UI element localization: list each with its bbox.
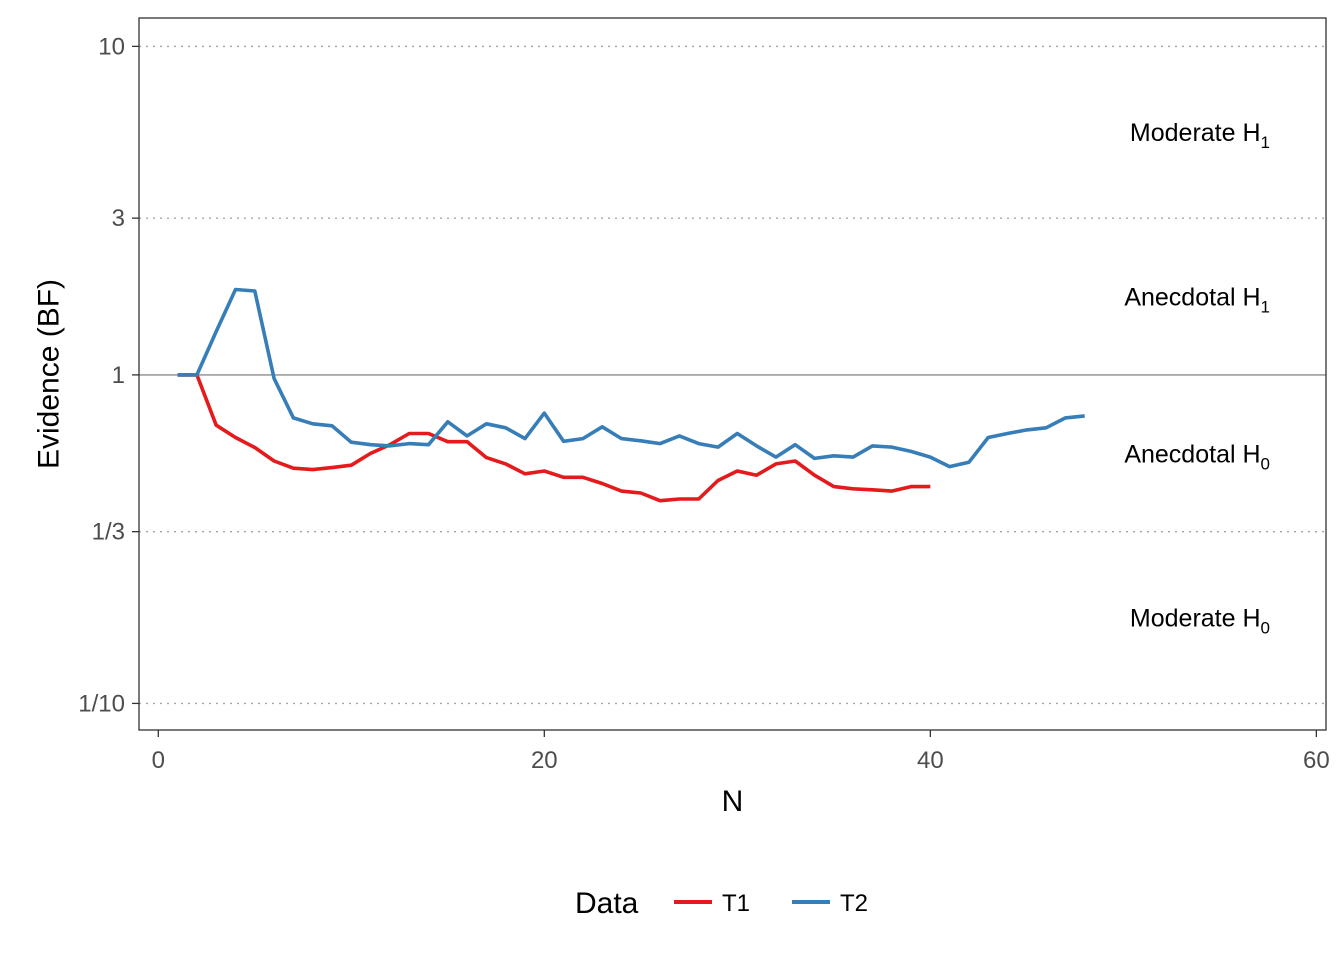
x-axis-title: N <box>722 785 744 818</box>
region-label: Anecdotal H1 <box>1124 284 1270 317</box>
y-tick-label: 1/3 <box>92 519 125 546</box>
series-lines <box>177 287 1085 503</box>
legend: Data T1 T2 <box>575 887 868 920</box>
legend-label-t2: T2 <box>840 890 868 917</box>
x-tick-label: 20 <box>531 747 558 774</box>
legend-label-t1: T1 <box>722 890 750 917</box>
x-tick-label: 60 <box>1303 747 1330 774</box>
y-tick-label: 10 <box>98 33 125 60</box>
y-tick-label: 3 <box>112 205 125 232</box>
series-line-t1 <box>177 373 931 503</box>
y-tick-label: 1 <box>112 362 125 389</box>
plot-panel-border <box>138 17 1327 731</box>
series-line-t2 <box>177 287 1085 469</box>
region-label: Moderate H0 <box>1130 605 1270 638</box>
y-gridlines <box>139 45 1326 705</box>
x-axis: 0 20 40 60 <box>152 730 1330 774</box>
y-axis-title: Evidence (BF) <box>33 279 66 469</box>
region-label: Moderate H1 <box>1130 119 1270 152</box>
region-labels: Moderate H1 Anecdotal H1 Anecdotal H0 Moder… <box>1124 119 1270 637</box>
region-label: Anecdotal H0 <box>1124 440 1270 473</box>
legend-title: Data <box>575 887 639 920</box>
x-tick-label: 0 <box>152 747 165 774</box>
x-tick-label: 40 <box>917 747 944 774</box>
y-axis: 10 3 1 1/3 1/10 <box>78 33 139 717</box>
y-tick-label: 1/10 <box>78 690 125 717</box>
